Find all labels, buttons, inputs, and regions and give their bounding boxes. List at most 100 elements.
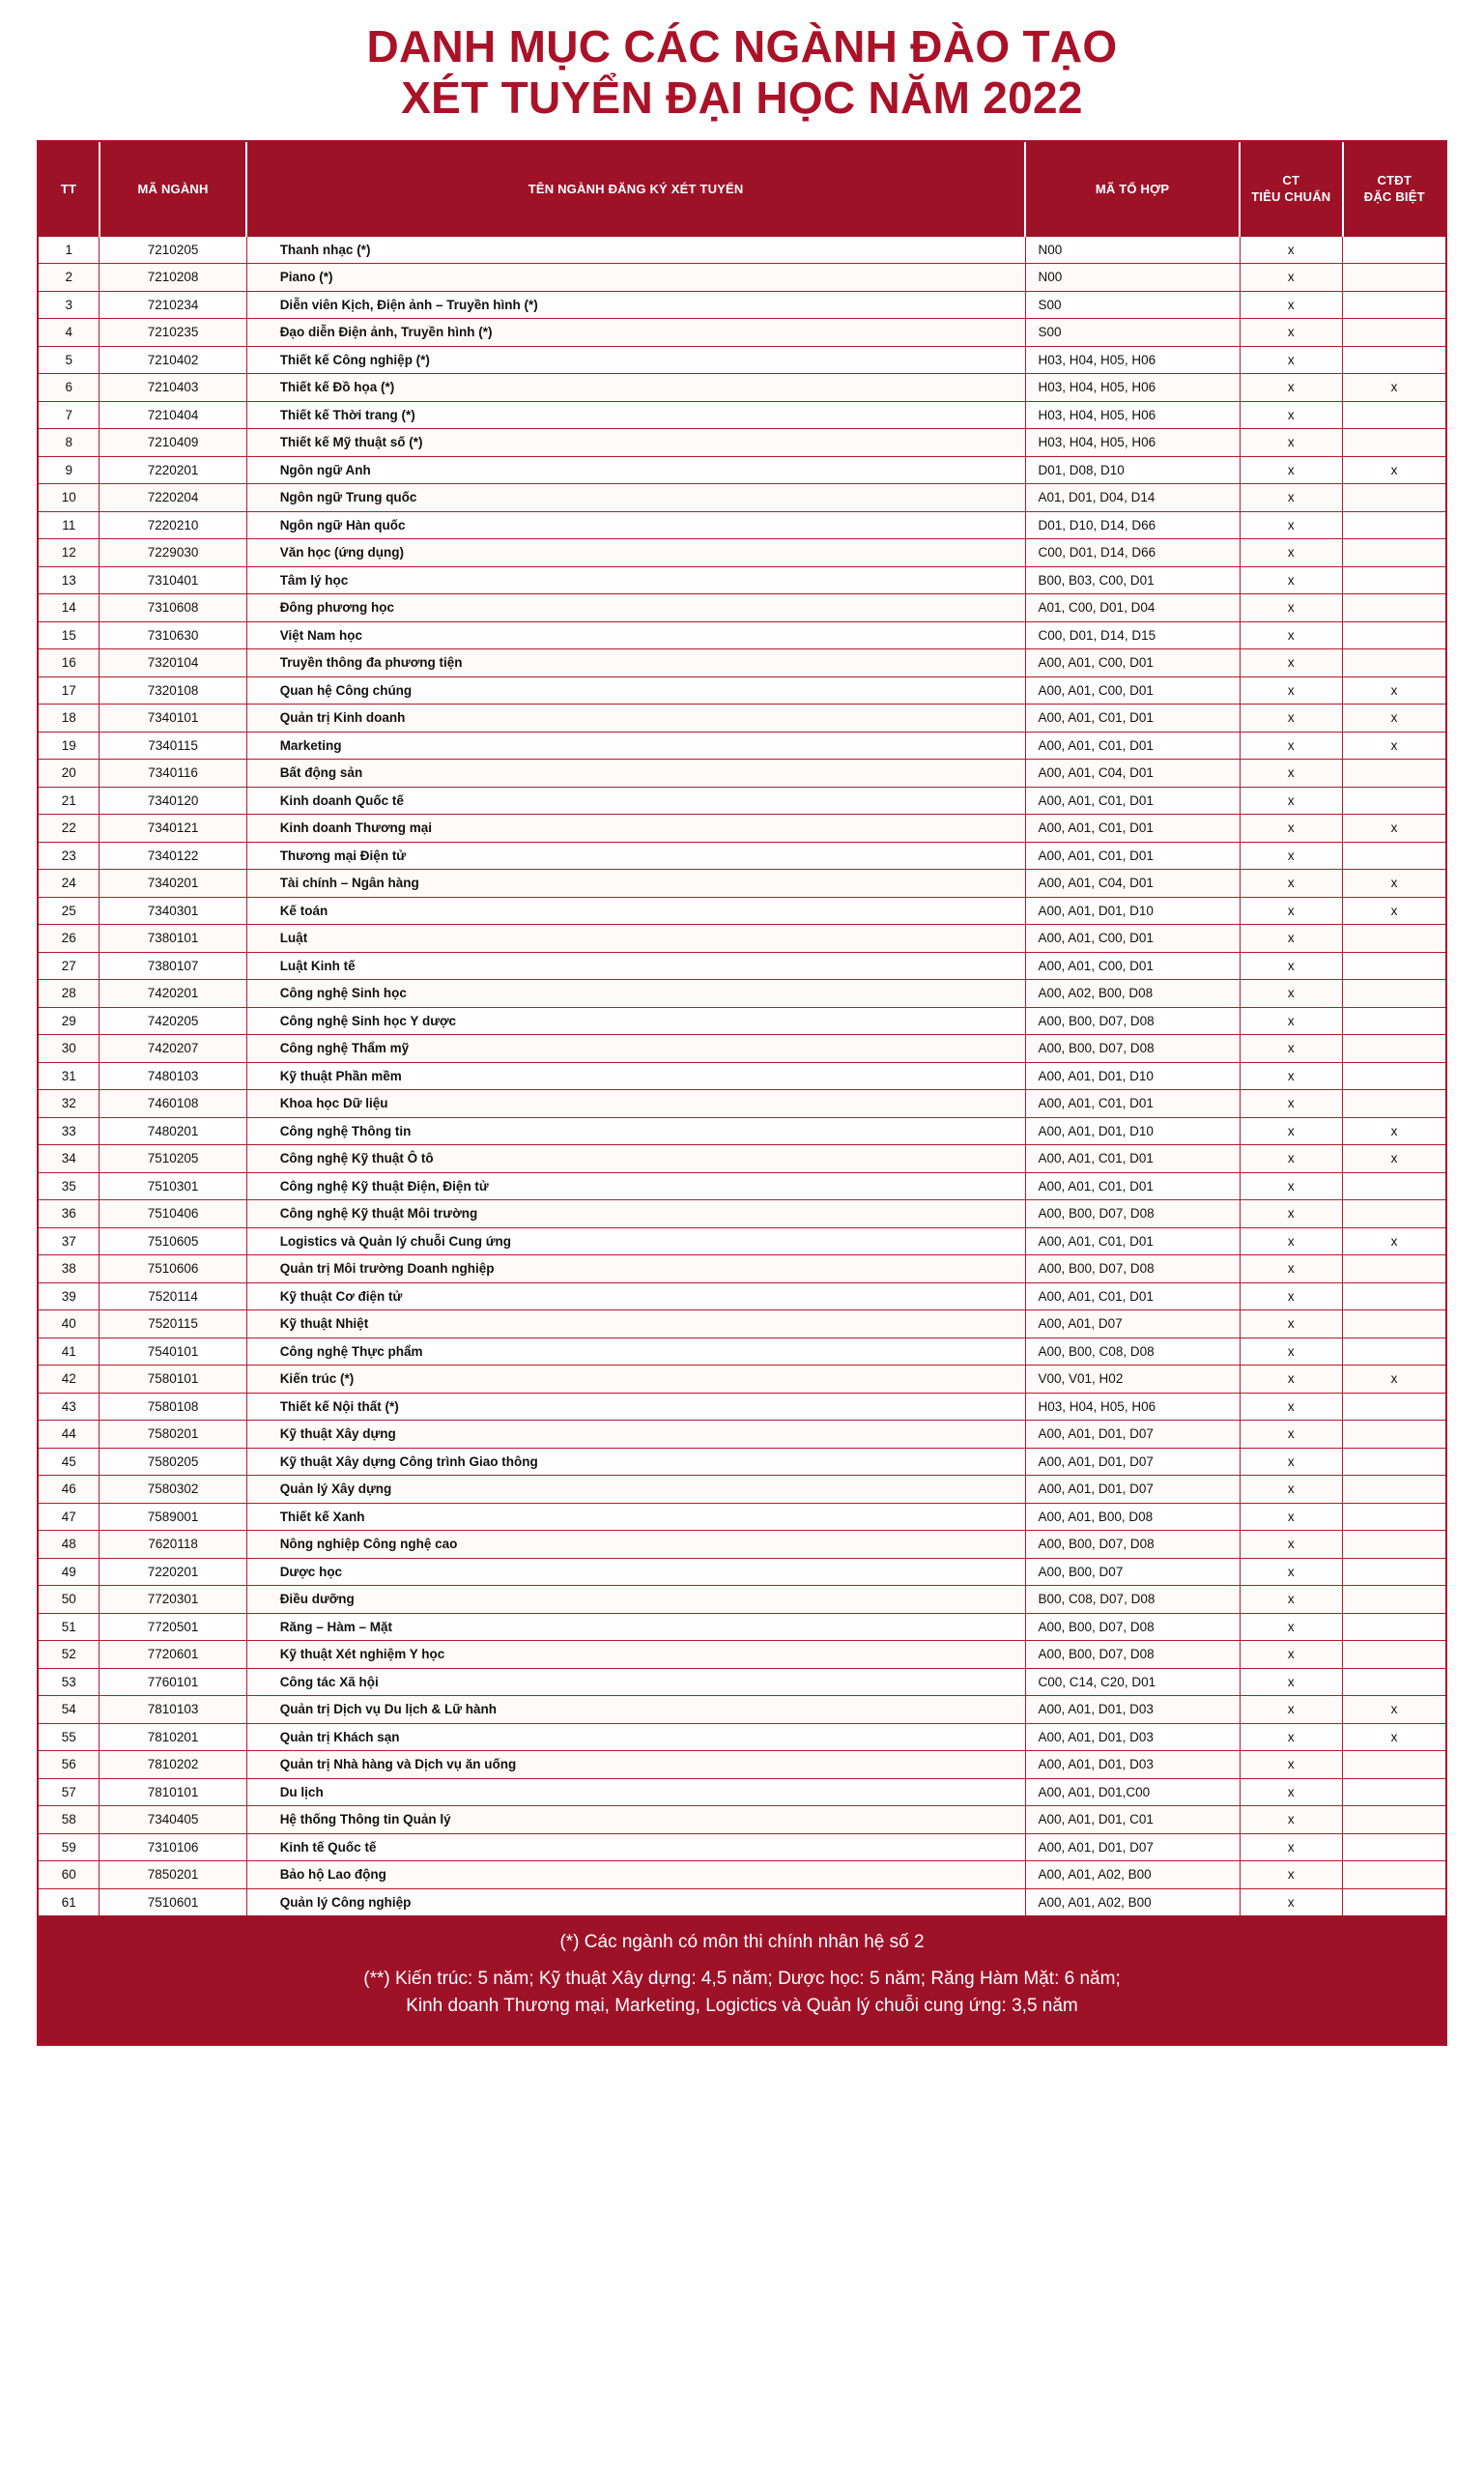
cell-ma-to-hop: A00, A01, C01, D01 <box>1025 1144 1241 1173</box>
header-ctdt-dac-biet-line1: CTĐT <box>1377 173 1412 188</box>
cell-ma-to-hop: A00, A01, D01, D10 <box>1025 896 1241 925</box>
cell-tt: 4 <box>39 318 100 347</box>
cell-ma-nganh: 7510301 <box>99 1171 247 1200</box>
cell-ma-to-hop: C00, D01, D14, D15 <box>1025 620 1241 649</box>
table-row: 15 7310630 Việt Nam học C00, D01, D14, D15 x <box>39 620 1445 649</box>
cell-ten-nganh: Quản trị Dịch vụ Du lịch & Lữ hành <box>246 1695 1026 1724</box>
cell-ct-tieu-chuan: x <box>1240 1281 1344 1310</box>
cell-ma-to-hop: A00, B00, D07, D08 <box>1025 1199 1241 1228</box>
cell-ma-to-hop: A00, A01, C01, D01 <box>1025 786 1241 815</box>
cell-ma-to-hop: A00, B00, D07, D08 <box>1025 1640 1241 1669</box>
cell-ten-nganh: Thiết kế Mỹ thuật số (*) <box>246 428 1026 457</box>
cell-ten-nganh: Kiến trúc (*) <box>246 1365 1026 1394</box>
cell-ctdt-dac-biet <box>1342 786 1445 815</box>
cell-ct-tieu-chuan: x <box>1240 1392 1344 1421</box>
cell-ma-to-hop: A00, B00, D07, D08 <box>1025 1254 1241 1283</box>
cell-ma-nganh: 7760101 <box>99 1667 247 1696</box>
table-row: 2 7210208 Piano (*) N00 x <box>39 263 1445 292</box>
cell-tt: 24 <box>39 869 100 898</box>
cell-ma-nganh: 7340116 <box>99 759 247 788</box>
cell-ct-tieu-chuan: x <box>1240 1226 1344 1255</box>
table-row: 25 7340301 Kế toán A00, A01, D01, D10 x x <box>39 896 1445 925</box>
cell-ma-to-hop: A00, B00, D07, D08 <box>1025 1006 1241 1035</box>
cell-ma-nganh: 7520114 <box>99 1281 247 1310</box>
table-row: 60 7850201 Bảo hộ Lao động A00, A01, A02, B… <box>39 1860 1445 1889</box>
cell-ctdt-dac-biet: x <box>1342 1226 1445 1255</box>
cell-ctdt-dac-biet <box>1342 1034 1445 1063</box>
cell-ma-to-hop: H03, H04, H05, H06 <box>1025 373 1241 402</box>
cell-ma-nganh: 7580108 <box>99 1392 247 1421</box>
cell-ma-to-hop: A00, A01, D01, D03 <box>1025 1750 1241 1779</box>
cell-tt: 15 <box>39 620 100 649</box>
cell-ma-to-hop: A00, A01, C01, D01 <box>1025 1226 1241 1255</box>
cell-ten-nganh: Công nghệ Sinh học Y dược <box>246 1006 1026 1035</box>
cell-ct-tieu-chuan: x <box>1240 290 1344 319</box>
cell-tt: 57 <box>39 1777 100 1806</box>
cell-ten-nganh: Công nghệ Thông tin <box>246 1116 1026 1145</box>
cell-ma-nganh: 7340101 <box>99 704 247 733</box>
cell-tt: 22 <box>39 814 100 843</box>
cell-ctdt-dac-biet <box>1342 951 1445 980</box>
cell-ma-nganh: 7810201 <box>99 1722 247 1751</box>
cell-ten-nganh: Du lịch <box>246 1777 1026 1806</box>
cell-tt: 21 <box>39 786 100 815</box>
cell-tt: 50 <box>39 1585 100 1614</box>
page-title-line-2: XÉT TUYỂN ĐẠI HỌC NĂM 2022 <box>401 72 1083 124</box>
cell-ctdt-dac-biet: x <box>1342 1116 1445 1145</box>
cell-ctdt-dac-biet <box>1342 1832 1445 1861</box>
cell-ctdt-dac-biet <box>1342 979 1445 1008</box>
cell-ct-tieu-chuan: x <box>1240 1171 1344 1200</box>
cell-ma-to-hop: A00, A01, D07 <box>1025 1309 1241 1338</box>
table-row: 34 7510205 Công nghệ Kỹ thuật Ô tô A00, A01… <box>39 1144 1445 1173</box>
cell-ctdt-dac-biet <box>1342 1199 1445 1228</box>
cell-tt: 19 <box>39 731 100 760</box>
cell-tt: 36 <box>39 1199 100 1228</box>
cell-ma-nganh: 7310106 <box>99 1832 247 1861</box>
cell-ct-tieu-chuan: x <box>1240 951 1344 980</box>
cell-ten-nganh: Khoa học Dữ liệu <box>246 1089 1026 1118</box>
bottom-spacer <box>0 2045 1484 2075</box>
cell-ctdt-dac-biet <box>1342 1475 1445 1504</box>
cell-ten-nganh: Bất động sản <box>246 759 1026 788</box>
cell-ct-tieu-chuan: x <box>1240 1860 1344 1889</box>
footnote-double-star: (**) Kiến trúc: 5 năm; Kỹ thuật Xây dựng… <box>77 1966 1407 2021</box>
cell-ten-nganh: Thiết kế Nội thất (*) <box>246 1392 1026 1421</box>
cell-ma-to-hop: A00, A01, D01, D03 <box>1025 1695 1241 1724</box>
cell-tt: 39 <box>39 1281 100 1310</box>
cell-ma-to-hop: A00, B00, D07, D08 <box>1025 1530 1241 1559</box>
cell-ct-tieu-chuan: x <box>1240 1695 1344 1724</box>
cell-ma-to-hop: A00, A01, C01, D01 <box>1025 841 1241 870</box>
cell-ma-nganh: 7210402 <box>99 345 247 374</box>
table-row: 22 7340121 Kinh doanh Thương mại A00, A01, … <box>39 814 1445 843</box>
cell-tt: 49 <box>39 1557 100 1586</box>
cell-ten-nganh: Kinh doanh Thương mại <box>246 814 1026 843</box>
cell-ct-tieu-chuan: x <box>1240 510 1344 539</box>
cell-ma-nganh: 7210409 <box>99 428 247 457</box>
cell-ct-tieu-chuan: x <box>1240 318 1344 347</box>
cell-ma-nganh: 7540101 <box>99 1337 247 1366</box>
cell-ct-tieu-chuan: x <box>1240 1365 1344 1394</box>
cell-ma-nganh: 7340201 <box>99 869 247 898</box>
cell-ctdt-dac-biet: x <box>1342 1722 1445 1751</box>
table-row: 54 7810103 Quản trị Dịch vụ Du lịch & Lữ h… <box>39 1695 1445 1724</box>
table-row: 38 7510606 Quản trị Môi trường Doanh nghiệ… <box>39 1254 1445 1283</box>
table-row: 43 7580108 Thiết kế Nội thất (*) H03, H04, … <box>39 1392 1445 1421</box>
cell-ma-to-hop: D01, D10, D14, D66 <box>1025 510 1241 539</box>
cell-ma-nganh: 7580205 <box>99 1447 247 1476</box>
cell-ctdt-dac-biet <box>1342 318 1445 347</box>
cell-ma-to-hop: A00, A01, C04, D01 <box>1025 869 1241 898</box>
cell-ten-nganh: Tài chính – Ngân hàng <box>246 869 1026 898</box>
cell-ct-tieu-chuan: x <box>1240 1199 1344 1228</box>
cell-ma-nganh: 7510205 <box>99 1144 247 1173</box>
cell-ma-to-hop: A00, A01, C00, D01 <box>1025 924 1241 953</box>
cell-ct-tieu-chuan: x <box>1240 1447 1344 1476</box>
table-row: 24 7340201 Tài chính – Ngân hàng A00, A01, … <box>39 869 1445 898</box>
cell-tt: 48 <box>39 1530 100 1559</box>
cell-tt: 14 <box>39 593 100 622</box>
table-row: 16 7320104 Truyền thông đa phương tiện A00,… <box>39 648 1445 677</box>
cell-ten-nganh: Đông phương học <box>246 593 1026 622</box>
cell-ct-tieu-chuan: x <box>1240 428 1344 457</box>
cell-ma-to-hop: A00, A01, C01, D01 <box>1025 704 1241 733</box>
cell-tt: 41 <box>39 1337 100 1366</box>
